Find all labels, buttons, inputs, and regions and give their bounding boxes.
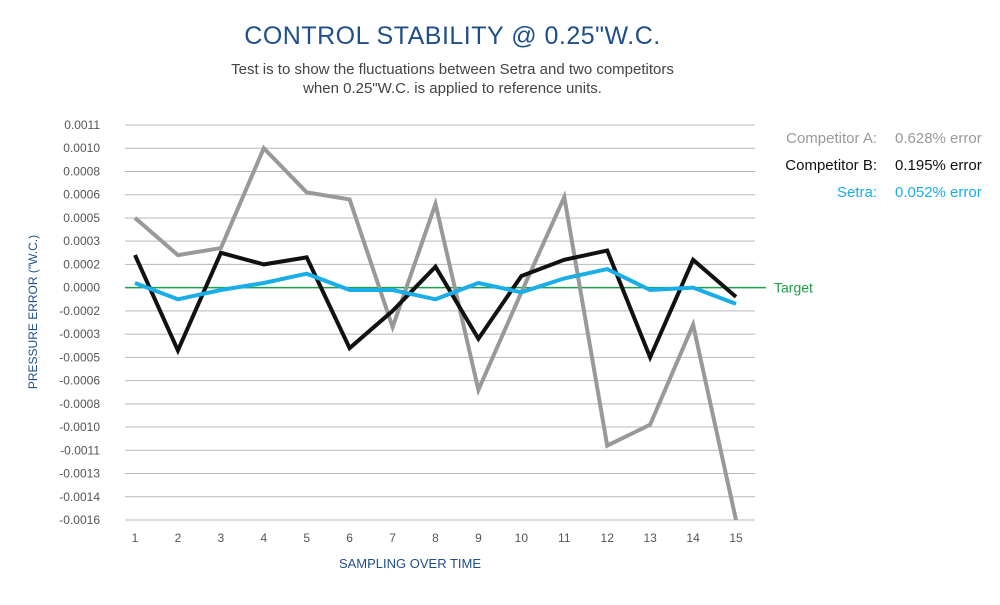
legend-item-competitor-a: Competitor A: 0.628% error xyxy=(760,130,982,157)
y-tick-label: -0.0002 xyxy=(59,304,100,318)
y-tick-label: -0.0006 xyxy=(59,374,100,388)
x-tick-label: 9 xyxy=(475,531,482,545)
x-axis-label: SAMPLING OVER TIME xyxy=(338,556,482,571)
x-axis-ticks: 1 2 3 4 5 6 7 8 9 10 11 12 13 14 15 xyxy=(132,531,743,545)
y-tick-label: -0.0011 xyxy=(60,443,100,457)
y-tick-label: 0.0010 xyxy=(63,141,100,155)
y-tick-label: 0.0005 xyxy=(63,211,100,225)
y-tick-label: 0.0002 xyxy=(63,257,100,271)
y-tick-label: -0.0010 xyxy=(59,420,100,434)
y-tick-label: -0.0005 xyxy=(59,350,100,364)
y-tick-label: 0.0011 xyxy=(64,118,100,132)
y-tick-label: -0.0016 xyxy=(59,513,100,527)
x-tick-label: 10 xyxy=(515,531,529,545)
legend: Competitor A: 0.628% error Competitor B:… xyxy=(760,130,982,211)
x-tick-label: 6 xyxy=(346,531,353,545)
series-line-setra xyxy=(134,266,737,306)
x-tick-label: 4 xyxy=(260,531,267,545)
x-tick-label: 14 xyxy=(686,531,700,545)
y-axis-label: PRESSURE ERROR ("W.C.) xyxy=(26,234,40,390)
y-tick-label: 0.0003 xyxy=(63,234,100,248)
legend-item-competitor-b: Competitor B: 0.195% error xyxy=(760,157,982,184)
chart-subtitle: Test is to show the fluctuations between… xyxy=(0,60,905,98)
x-tick-label: 15 xyxy=(729,531,743,545)
y-tick-label: -0.0014 xyxy=(59,490,100,504)
x-tick-label: 8 xyxy=(432,531,439,545)
x-tick-label: 1 xyxy=(132,531,139,545)
subtitle-line-1: Test is to show the fluctuations between… xyxy=(231,61,674,78)
y-tick-label: 0.0006 xyxy=(63,188,100,202)
x-tick-label: 7 xyxy=(389,531,396,545)
legend-label: Setra: xyxy=(836,184,877,201)
gridlines xyxy=(125,124,755,521)
x-tick-label: 5 xyxy=(303,531,310,545)
legend-label: Competitor B: xyxy=(785,157,877,174)
legend-item-setra: Setra: 0.052% error xyxy=(760,184,982,211)
x-tick-label: 13 xyxy=(643,531,657,545)
legend-label: Competitor A: xyxy=(786,130,877,147)
legend-error: 0.195% error xyxy=(895,157,982,174)
series-line-competitor-b xyxy=(133,248,738,363)
series-lines xyxy=(133,144,738,521)
legend-error: 0.628% error xyxy=(895,130,982,147)
legend-error: 0.052% error xyxy=(895,184,982,201)
y-tick-label: 0.0008 xyxy=(63,164,100,178)
y-tick-label: 0.0000 xyxy=(63,281,100,295)
x-tick-label: 11 xyxy=(558,531,571,545)
y-tick-label: -0.0008 xyxy=(59,397,100,411)
target-label: Target xyxy=(774,280,813,296)
chart-title: CONTROL STABILITY @ 0.25"W.C. xyxy=(244,22,661,50)
y-tick-label: -0.0003 xyxy=(59,327,100,341)
y-tick-label: -0.0013 xyxy=(59,467,100,481)
x-tick-label: 2 xyxy=(175,531,182,545)
x-tick-label: 12 xyxy=(601,531,615,545)
series-line-competitor-a xyxy=(133,144,738,521)
subtitle-line-2: when 0.25"W.C. is applied to reference u… xyxy=(303,80,602,97)
y-axis-ticks: 0.0011 0.0010 0.0008 0.0006 0.0005 0.0003 0.00… xyxy=(59,118,100,527)
x-tick-label: 3 xyxy=(218,531,225,545)
